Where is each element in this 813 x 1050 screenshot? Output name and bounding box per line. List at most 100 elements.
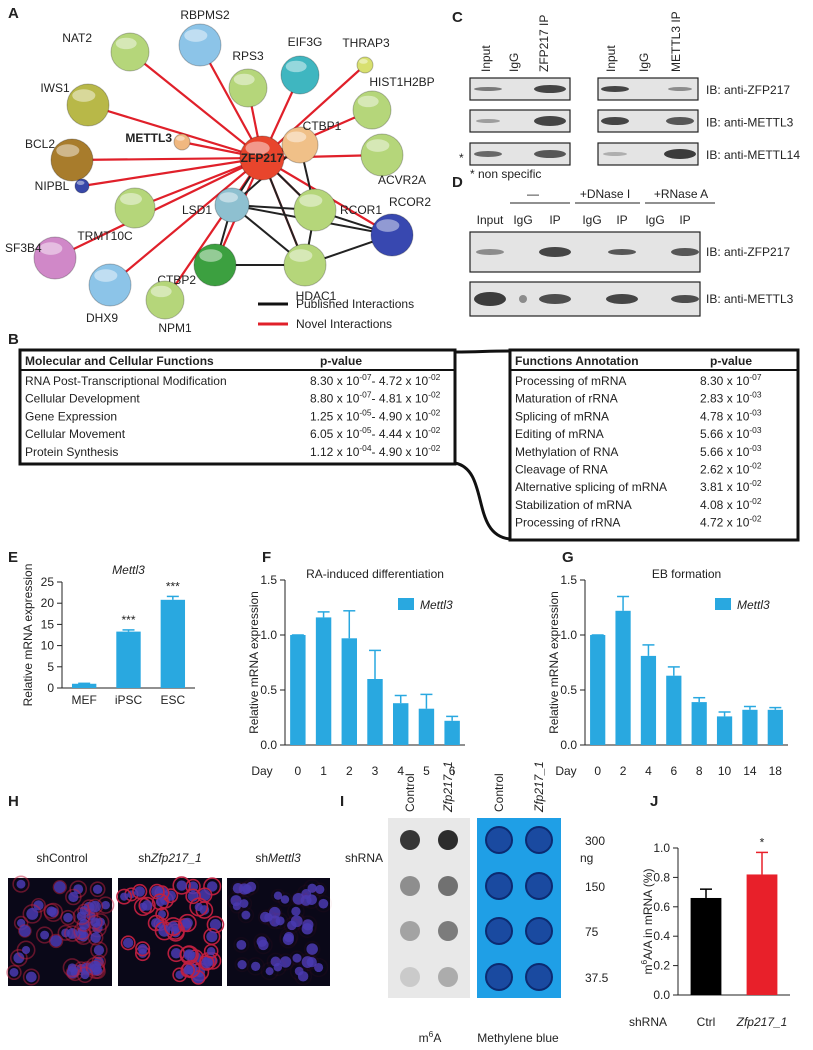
column-label: Control xyxy=(492,773,506,812)
cell xyxy=(76,966,94,984)
text-part: - 4.44 x 10 xyxy=(371,427,428,441)
cell xyxy=(314,894,333,913)
text-part: -05 xyxy=(359,407,371,417)
row-name: Maturation of rRNA xyxy=(515,392,618,406)
node-label: RPS3 xyxy=(232,49,264,63)
cell xyxy=(16,940,36,960)
lane-label: ZFP217 IP xyxy=(537,15,551,72)
lane-label: IP xyxy=(616,213,627,227)
cell xyxy=(12,875,30,893)
y-tick-label: 5 xyxy=(47,660,54,674)
dot xyxy=(438,921,458,941)
cell xyxy=(303,940,321,958)
cell xyxy=(89,881,106,898)
dot xyxy=(438,830,458,850)
nucleus xyxy=(46,906,57,917)
blot-label: IB: anti-ZFP217 xyxy=(706,83,790,97)
blot-label: IB: anti-ZFP217 xyxy=(706,245,790,259)
node-label: IWS1 xyxy=(40,81,70,95)
node xyxy=(356,56,374,74)
table-border xyxy=(18,348,457,466)
y-tick-label: 0 xyxy=(47,681,54,695)
dot xyxy=(400,830,420,850)
cell xyxy=(189,897,209,917)
blot xyxy=(469,231,701,273)
node xyxy=(228,68,268,108)
row-p-value: 4.08 x 10-02 xyxy=(700,496,762,512)
column-label: Zfp217_1 xyxy=(532,761,546,813)
band xyxy=(534,116,566,126)
dot xyxy=(485,917,513,945)
cell xyxy=(52,880,67,895)
cell xyxy=(163,917,183,936)
node-highlight xyxy=(285,60,307,73)
nucleus xyxy=(236,939,247,950)
lane-label: IgG xyxy=(645,213,664,227)
node-highlight xyxy=(233,73,255,86)
text-part: 2.83 x 10 xyxy=(700,392,750,406)
connector xyxy=(454,461,511,541)
amount-label: 300 xyxy=(585,834,605,848)
significance: * xyxy=(760,835,765,849)
row-name: Cellular Development xyxy=(25,392,140,406)
text-part: - 4.81 x 10 xyxy=(371,392,428,406)
cell xyxy=(237,906,255,924)
text-part: 8.80 x 10 xyxy=(310,392,360,406)
node-highlight xyxy=(76,180,85,185)
cell xyxy=(279,927,299,947)
node-highlight xyxy=(184,29,208,42)
node xyxy=(360,133,404,177)
node-label: TRMT10C xyxy=(77,229,133,243)
panel-label: C xyxy=(452,9,463,26)
cell xyxy=(43,903,60,920)
band xyxy=(474,151,502,157)
row-p-value: 4.72 x 10-02 xyxy=(700,514,762,530)
nucleus xyxy=(16,879,26,889)
band xyxy=(534,150,566,158)
nucleus xyxy=(273,962,283,972)
nucleus xyxy=(90,932,101,943)
bar xyxy=(71,683,97,688)
connector xyxy=(454,349,511,354)
y-tick-label: 0.4 xyxy=(653,929,670,943)
cell xyxy=(286,902,305,921)
node xyxy=(33,236,77,280)
x-tick-label: 1 xyxy=(320,764,327,778)
chart-title: Mettl3 xyxy=(112,563,145,577)
y-tick-label: 0.5 xyxy=(260,683,277,697)
nucleus xyxy=(93,944,105,956)
text-part: 4.72 x 10 xyxy=(700,516,750,530)
panel-label: I xyxy=(340,793,344,810)
node-label: NPM1 xyxy=(158,321,192,335)
panel-label: F xyxy=(262,549,271,566)
cell xyxy=(238,880,256,898)
nucleus xyxy=(73,884,84,895)
row-p-value: 5.66 x 10-03 xyxy=(700,443,762,459)
text-part: Relative mRNA expression xyxy=(247,591,261,734)
node xyxy=(145,280,185,320)
text-part: A/A in mRNA (%) xyxy=(641,868,655,959)
band xyxy=(474,292,506,306)
row-name: Methylation of RNA xyxy=(515,445,618,459)
nucleus xyxy=(292,953,302,963)
table-border xyxy=(508,348,800,542)
x-axis-label: shRNA xyxy=(629,1015,667,1029)
cell xyxy=(185,888,201,905)
text-part: Methylene blue xyxy=(477,1031,559,1045)
node-label: ZFP217 xyxy=(241,151,284,165)
column-label: Zfp217_1 xyxy=(441,761,455,813)
text-part: -02 xyxy=(428,425,440,435)
node xyxy=(74,178,90,194)
cell xyxy=(87,898,104,915)
node xyxy=(66,83,110,127)
node-highlight xyxy=(115,37,137,50)
cell xyxy=(181,959,201,979)
cell xyxy=(6,964,22,981)
node xyxy=(173,133,191,151)
novel-edge xyxy=(54,157,263,259)
text-part: 6.05 x 10 xyxy=(310,427,360,441)
text-part: -03 xyxy=(749,425,761,435)
node-label: HIST1H2BP xyxy=(369,75,434,89)
bar xyxy=(590,635,606,745)
